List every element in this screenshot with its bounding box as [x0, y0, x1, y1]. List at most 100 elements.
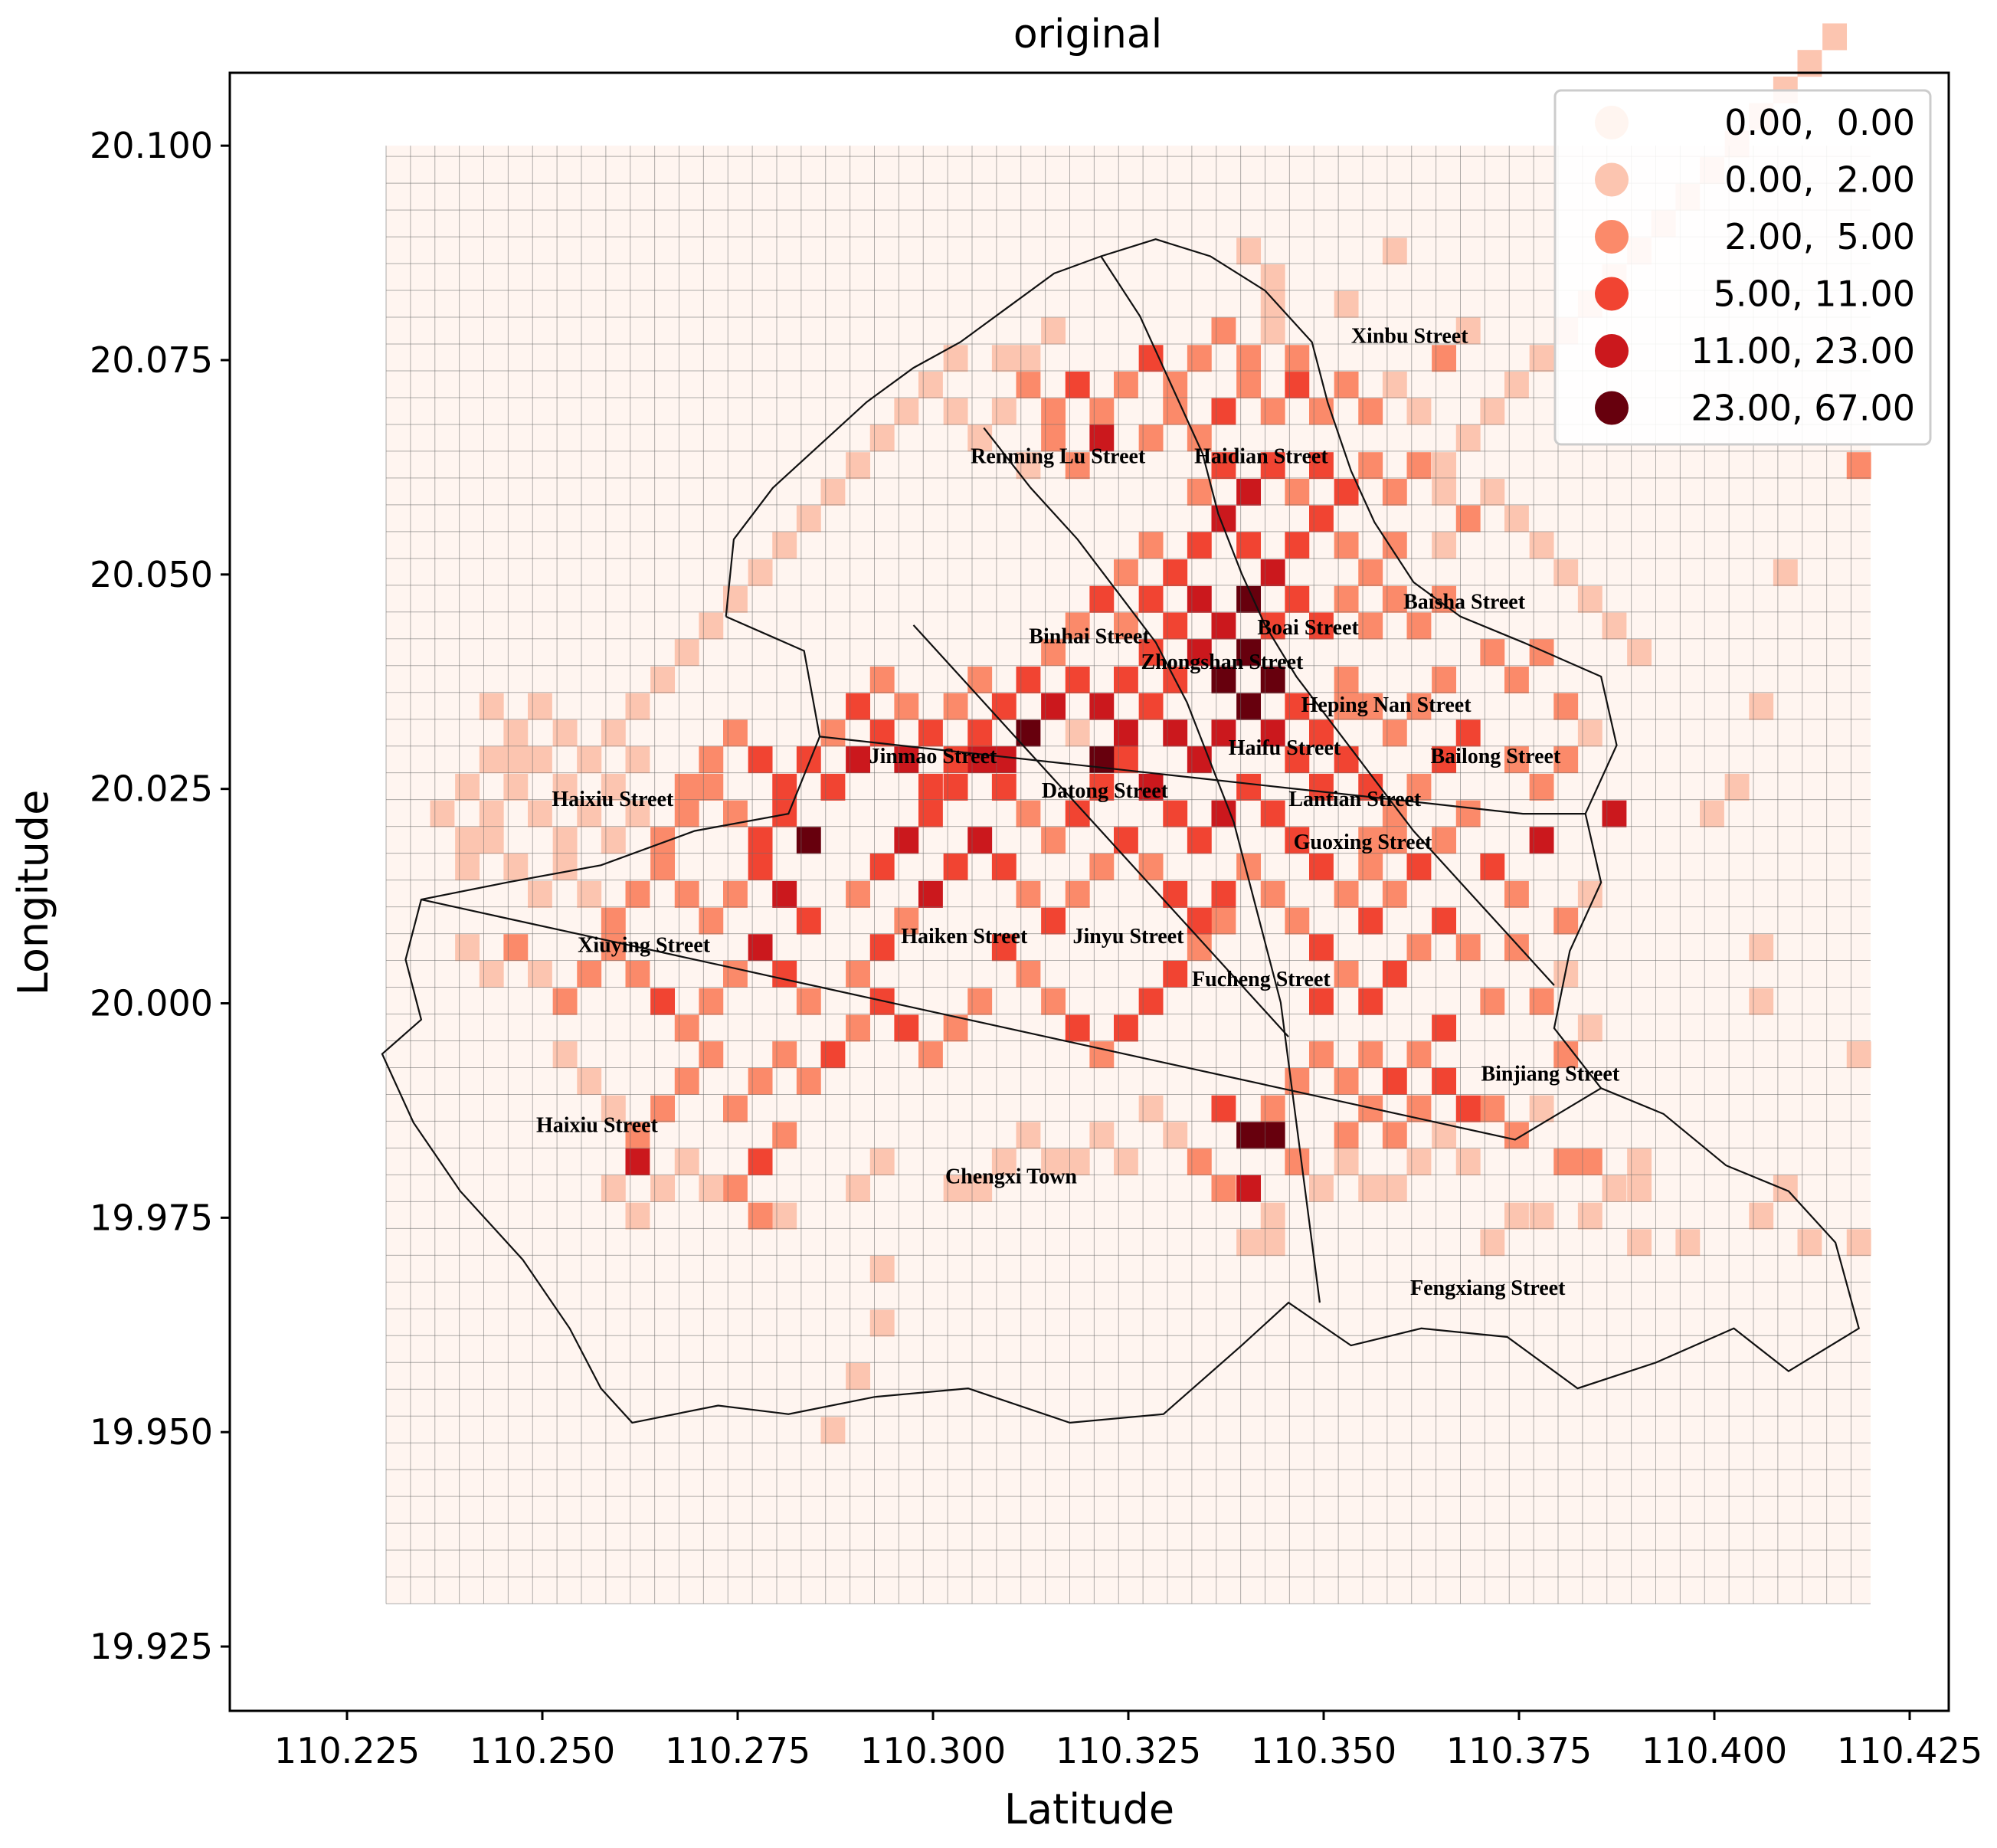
heatmap-cell — [1553, 693, 1579, 720]
heatmap-cell — [1236, 345, 1262, 372]
heatmap-cell — [1504, 880, 1529, 908]
heatmap-cell — [943, 398, 968, 425]
heatmap-cell — [1211, 612, 1236, 640]
heatmap-cell — [991, 1148, 1017, 1176]
heatmap-cell — [601, 827, 626, 854]
heatmap-cell — [918, 1041, 943, 1069]
heatmap-cell — [1016, 1122, 1041, 1149]
heatmap-cell — [1529, 345, 1554, 372]
heatmap-cell — [1504, 934, 1529, 962]
heatmap-cell — [503, 854, 529, 881]
heatmap-cell — [1529, 773, 1554, 801]
district-boundary — [421, 899, 1602, 1141]
heatmap-cell — [699, 988, 724, 1015]
heatmap-cell — [1187, 345, 1212, 372]
heatmap-cell — [1016, 880, 1041, 908]
heatmap-cell — [1041, 827, 1066, 854]
heatmap-cell — [1529, 532, 1554, 559]
region-label: Baisha Street — [1403, 591, 1526, 614]
heatmap-cell — [1577, 1014, 1603, 1042]
heatmap-cell — [650, 988, 676, 1015]
heatmap-cell — [1553, 559, 1579, 587]
heatmap-cell — [430, 800, 455, 827]
heatmap-cell — [1675, 1229, 1701, 1257]
region-label: Haiken Street — [901, 925, 1028, 949]
heatmap-cell — [1406, 1041, 1432, 1069]
heatmap-cell — [1260, 317, 1285, 345]
heatmap-cell — [479, 746, 504, 774]
heatmap-cell — [1211, 1175, 1236, 1202]
heatmap-cell — [1309, 773, 1334, 801]
heatmap-cell — [1382, 1067, 1407, 1095]
heatmap-cell — [1309, 1175, 1334, 1202]
y-tick-label: 20.025 — [90, 768, 213, 810]
heatmap-cell — [820, 773, 846, 801]
heatmap-cell — [503, 719, 529, 747]
heatmap-cell — [1627, 1175, 1652, 1202]
heatmap-cell — [479, 960, 504, 988]
heatmap-cell — [1358, 988, 1383, 1015]
heatmap-cell — [625, 693, 650, 720]
heatmap-cell — [1309, 1041, 1334, 1069]
district-boundary — [983, 427, 1321, 1303]
region-label: Jinyu Street — [1073, 925, 1185, 949]
heatmap-cell — [1382, 1175, 1407, 1202]
heatmap-cell — [1455, 719, 1481, 747]
heatmap-cell — [1089, 585, 1115, 613]
heatmap-cell — [1187, 827, 1212, 854]
heatmap-cell — [1016, 800, 1041, 827]
legend-marker — [1595, 391, 1629, 425]
heatmap-cell — [820, 719, 846, 747]
heatmap-cell — [1382, 238, 1407, 265]
heatmap-cell — [1334, 371, 1359, 398]
heatmap-cell — [1382, 371, 1407, 398]
heatmap-cell — [1602, 612, 1627, 640]
heatmap-cell — [650, 854, 676, 881]
heatmap-cell — [918, 800, 943, 827]
heatmap-cell — [1455, 505, 1481, 532]
heatmap-cell — [894, 693, 919, 720]
heatmap-cell — [1432, 827, 1457, 854]
heatmap-cell — [1553, 1148, 1579, 1176]
x-axis-label: Latitude — [1004, 1785, 1174, 1833]
heatmap-cell — [1285, 1148, 1310, 1176]
heatmap-cell — [1309, 988, 1334, 1015]
district-boundary — [1100, 255, 1555, 986]
heatmap-cell — [796, 505, 821, 532]
heatmap-cell — [1163, 800, 1188, 827]
heatmap-cell — [1480, 1229, 1505, 1257]
heatmap-cell — [1114, 1148, 1138, 1176]
heatmap-cell — [1553, 907, 1579, 935]
region-label: Bailong Street — [1430, 745, 1560, 768]
heatmap-cell — [1749, 693, 1774, 720]
y-axis-ticks: 19.925 19.950 19.975 20.000 20.025 20.050 20.0… — [90, 125, 230, 1667]
heatmap-cell — [1260, 398, 1285, 425]
heatmap-cell — [1211, 719, 1236, 747]
heatmap-cell — [1822, 23, 1848, 51]
heatmap-cell — [748, 1148, 773, 1176]
heatmap-cell — [1358, 1041, 1383, 1069]
heatmap-cell — [1187, 746, 1212, 774]
heatmap-cell — [1065, 371, 1090, 398]
heatmap-cell — [1358, 1175, 1383, 1202]
heatmap-cell — [1846, 1041, 1871, 1069]
heatmap-cell — [1041, 693, 1066, 720]
heatmap-cell — [1163, 960, 1188, 988]
heatmap-cell — [1406, 854, 1432, 881]
heatmap-cell — [699, 773, 724, 801]
heatmap-cell — [1432, 452, 1457, 480]
heatmap-cell — [625, 880, 650, 908]
heatmap-cell — [1724, 773, 1750, 801]
heatmap-cell — [1432, 478, 1457, 506]
heatmap-cell — [674, 773, 699, 801]
heatmap-cell — [869, 667, 895, 694]
heatmap-cell — [503, 773, 529, 801]
heatmap-cell — [1577, 880, 1603, 908]
heatmap-cell — [991, 773, 1017, 801]
heatmap-cell — [1749, 1202, 1774, 1230]
heatmap-cell — [1285, 827, 1310, 854]
heatmap-cell — [1602, 800, 1627, 827]
heatmap-cell — [796, 746, 821, 774]
x-tick-label: 110.400 — [1642, 1730, 1787, 1771]
heatmap-cell — [846, 452, 871, 480]
